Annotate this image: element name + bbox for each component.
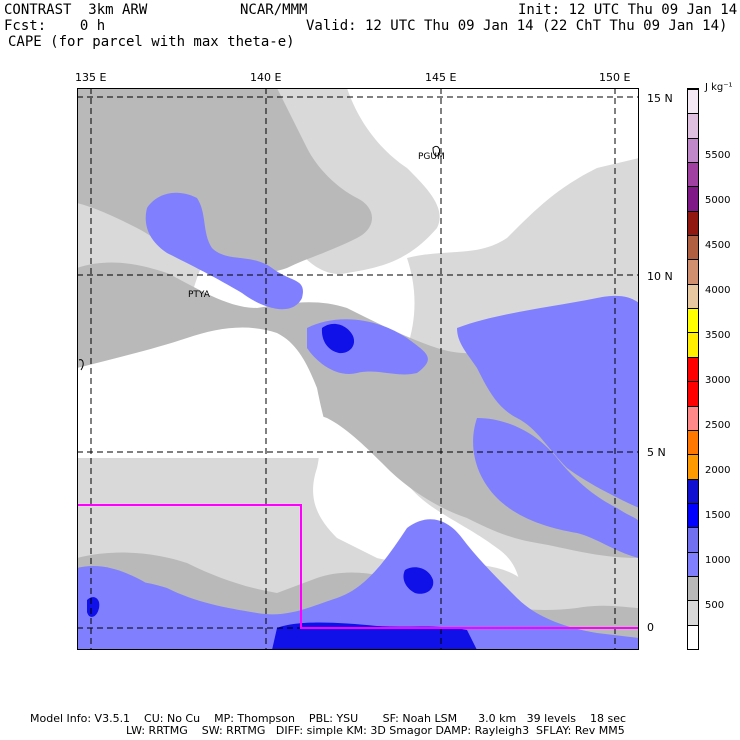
cape-light-blue-east <box>457 295 639 508</box>
legend-swatch <box>688 502 698 528</box>
legend-swatch <box>688 381 698 406</box>
station-label-pgum: PGUM <box>418 152 445 162</box>
cape-white-region-west <box>77 327 337 458</box>
legend-swatch <box>688 283 698 309</box>
legend-colorbar <box>687 88 699 650</box>
cape-blue-max-south <box>403 567 434 594</box>
lon-label-135: 135 E <box>75 71 107 84</box>
init-time: Init: 12 UTC Thu 09 Jan 14 <box>518 2 738 18</box>
cape-light-blue-east-band <box>473 418 639 558</box>
legend-label-5500: 5500 <box>705 150 731 161</box>
field-name: CAPE (for parcel with max theta-e) <box>8 34 295 50</box>
legend-swatch <box>688 624 698 649</box>
legend-swatch <box>688 186 698 211</box>
legend-swatch <box>688 332 698 357</box>
island-coastline <box>78 359 84 371</box>
legend-swatch <box>688 235 698 260</box>
legend-label-4500: 4500 <box>705 240 731 251</box>
lat-label-0: 0 <box>647 621 654 634</box>
legend-swatch <box>688 527 698 552</box>
legend-label-1500: 1500 <box>705 510 731 521</box>
cape-blue-max-central <box>321 323 355 354</box>
legend-swatch <box>688 137 698 163</box>
model-info-line1: Model Info: V3.5.1 CU: No Cu MP: Thompso… <box>30 712 627 725</box>
legend-swatch <box>688 210 698 236</box>
map-frame <box>77 88 639 650</box>
legend-label-3000: 3000 <box>705 375 731 386</box>
legend-label-4000: 4000 <box>705 285 731 296</box>
legend-label-2000: 2000 <box>705 465 731 476</box>
cape-white-pocket-north <box>417 143 501 213</box>
legend-swatch <box>688 308 698 333</box>
model-info-line2: LW: RRTMG SW: RRTMG DIFF: simple KM: 3D … <box>126 724 625 737</box>
legend-label-3500: 3500 <box>705 330 731 341</box>
cape-light-blue-south <box>77 519 639 650</box>
cape-blue-max-south-west <box>87 597 100 617</box>
cape-map <box>77 88 639 650</box>
legend-label-5000: 5000 <box>705 195 731 206</box>
legend-swatch <box>688 162 698 187</box>
legend-swatch <box>688 429 698 455</box>
org-title: NCAR/MMM <box>240 2 308 18</box>
legend-swatch <box>688 454 698 479</box>
legend-swatch <box>688 113 698 138</box>
legend-unit: J kg⁻¹ <box>705 82 733 93</box>
valid-time: Valid: 12 UTC Thu 09 Jan 14 (22 ChT Thu … <box>306 18 728 34</box>
lat-label-15n: 15 N <box>647 92 673 105</box>
cape-light-blue-south-west <box>77 566 161 611</box>
legend-swatch <box>688 600 698 625</box>
legend-label-2500: 2500 <box>705 420 731 431</box>
lat-label-10n: 10 N <box>647 270 673 283</box>
cape-blue-max-southern-edge <box>272 622 477 650</box>
legend-swatch <box>688 478 698 503</box>
cape-white-region-northeast <box>347 88 639 202</box>
legend-swatch <box>688 405 698 430</box>
guam-coastline <box>432 145 440 157</box>
lon-label-150: 150 E <box>599 71 631 84</box>
legend-swatch <box>688 356 698 382</box>
forecast-hour: Fcst: 0 h <box>4 18 106 34</box>
legend-swatch <box>688 89 698 114</box>
cape-light-blue-north <box>145 192 303 310</box>
model-title: CONTRAST 3km ARW <box>4 2 148 18</box>
legend-label-500: 500 <box>705 600 725 611</box>
legend-label-1000: 1000 <box>705 555 731 566</box>
legend-swatch <box>688 551 698 576</box>
domain-boundary <box>77 504 639 629</box>
legend-swatch <box>688 575 698 601</box>
station-label-ptya: PTYA <box>188 290 210 300</box>
lon-label-140: 140 E <box>250 71 282 84</box>
legend-swatch <box>688 259 698 284</box>
lon-label-145: 145 E <box>425 71 457 84</box>
lat-label-5n: 5 N <box>647 446 666 459</box>
